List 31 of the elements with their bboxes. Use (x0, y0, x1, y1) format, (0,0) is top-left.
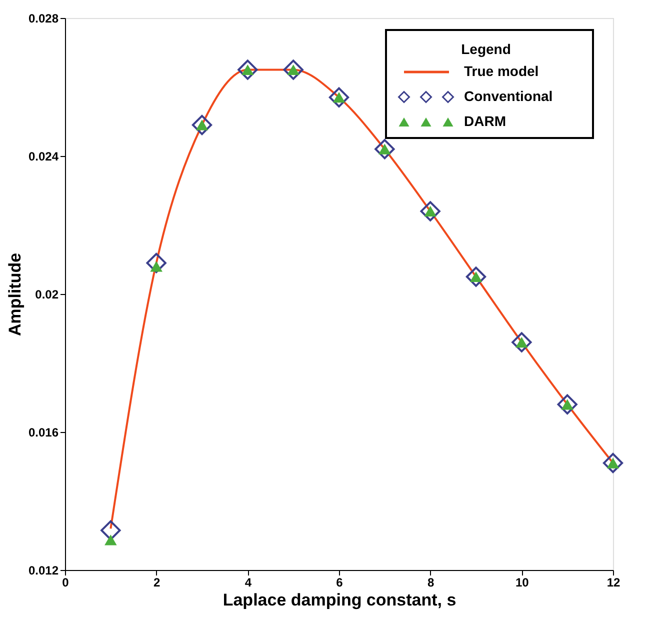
point (466, 266, 486, 287)
x-tick-label: 12 (606, 576, 620, 590)
point (146, 252, 166, 274)
y-tick-label: 0.024 (28, 150, 59, 164)
x-axis-title: Laplace damping constant, s (222, 590, 456, 610)
point (238, 60, 258, 80)
x-tick-label: 0 (62, 576, 70, 590)
point (192, 114, 212, 136)
y-tick-label: 0.012 (28, 564, 59, 578)
x-tick-label: 4 (244, 576, 252, 590)
legend-label: DARM (464, 113, 506, 129)
y-axis-title: Amplitude (5, 252, 24, 336)
point (512, 332, 532, 352)
legend-title: Legend (461, 41, 511, 57)
x-tick-label: 10 (515, 576, 530, 590)
x-tick-label: 6 (336, 576, 344, 590)
point (283, 60, 304, 80)
legend-label: Conventional (464, 88, 553, 104)
point (100, 520, 121, 540)
point (328, 87, 350, 108)
point (557, 394, 578, 414)
point (602, 452, 624, 474)
x-tick-label: 2 (153, 576, 160, 590)
y-tick-label: 0.028 (28, 12, 59, 26)
point (420, 201, 440, 222)
x-tick-label: 8 (427, 576, 434, 590)
point (374, 139, 395, 160)
y-tick-label: 0.02 (35, 288, 59, 302)
y-tick-label: 0.016 (28, 426, 59, 440)
legend-label: True model (464, 63, 539, 79)
point (104, 534, 117, 546)
